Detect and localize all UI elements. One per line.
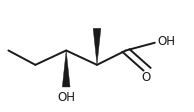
Polygon shape	[62, 51, 70, 87]
Text: O: O	[141, 71, 151, 84]
Polygon shape	[93, 28, 101, 65]
Text: OH: OH	[57, 91, 75, 104]
Text: OH: OH	[158, 35, 176, 48]
